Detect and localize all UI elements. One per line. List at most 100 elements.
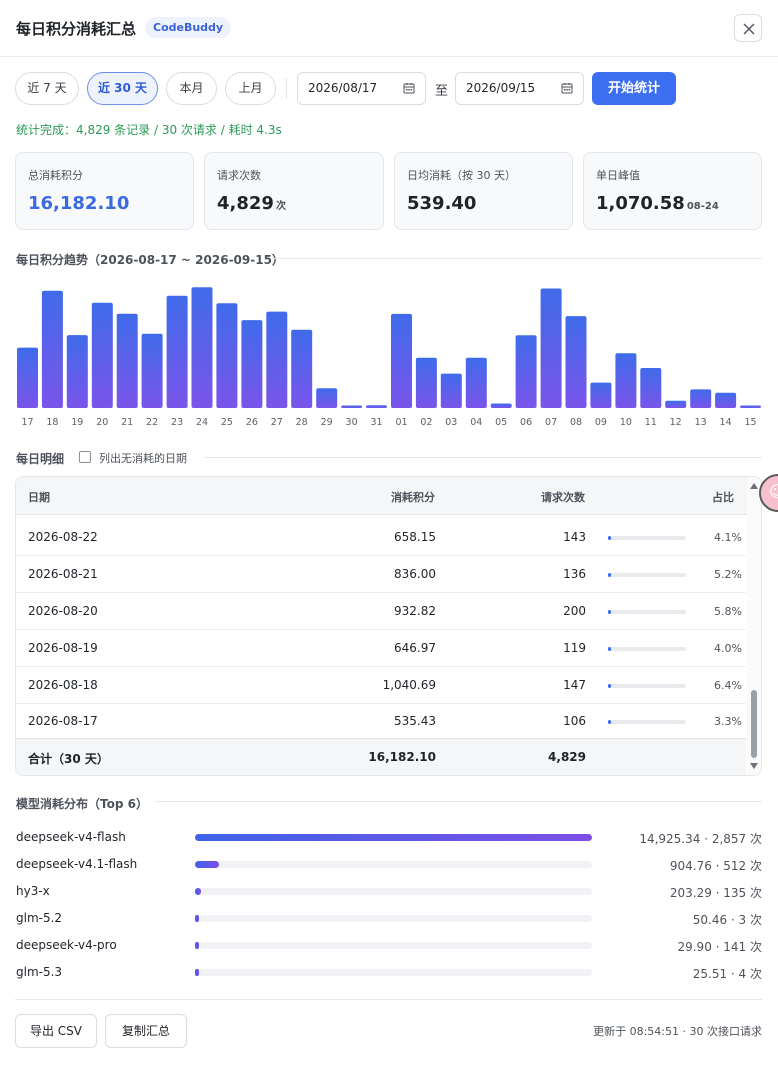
daily-detail-table[interactable]: 日期 消耗积分 请求次数 占比 2026-08-22 658.15 143 4.… bbox=[15, 476, 762, 776]
calendar-icon[interactable] bbox=[403, 82, 415, 94]
copy-summary-button[interactable]: 复制汇总 bbox=[105, 1014, 187, 1048]
cell-requests: 106 bbox=[563, 714, 586, 728]
x-tick-label: 30 bbox=[346, 417, 358, 428]
bar-27[interactable] bbox=[266, 311, 288, 408]
x-tick-label: 21 bbox=[121, 417, 133, 428]
bar-08[interactable] bbox=[565, 316, 587, 408]
table-scrollbar[interactable] bbox=[747, 477, 761, 775]
stat-label: 请求次数 bbox=[217, 169, 261, 182]
calendar-icon[interactable] bbox=[561, 82, 573, 94]
cell-requests: 200 bbox=[563, 604, 586, 618]
bar-24[interactable] bbox=[191, 287, 213, 408]
x-tick-label: 11 bbox=[645, 417, 657, 428]
share-bar-fill bbox=[608, 647, 611, 651]
x-tick-label: 31 bbox=[370, 417, 382, 428]
x-tick-label: 24 bbox=[196, 417, 208, 428]
table-row[interactable]: 2026-08-18 1,040.69 147 6.4% bbox=[16, 667, 746, 704]
x-tick-label: 17 bbox=[21, 417, 33, 428]
x-tick-label: 07 bbox=[545, 417, 557, 428]
bar-21[interactable] bbox=[116, 313, 138, 408]
column-header-date[interactable]: 日期 bbox=[28, 491, 50, 504]
model-name: glm-5.3 bbox=[16, 965, 63, 979]
cell-credits: 932.82 bbox=[394, 604, 436, 618]
stat-card-daily-average: 日均消耗（按 30 天） 539.40 bbox=[394, 152, 573, 230]
bar-14[interactable] bbox=[715, 392, 737, 408]
column-header-share[interactable]: 占比 bbox=[712, 491, 734, 504]
bar-30[interactable] bbox=[341, 405, 363, 409]
scrollbar-thumb[interactable] bbox=[751, 690, 757, 758]
bar-19[interactable] bbox=[66, 335, 88, 408]
stat-value: 1,070.58 08-24 bbox=[596, 193, 719, 214]
stat-label: 单日峰值 bbox=[596, 169, 640, 182]
table-row[interactable]: 2026-08-17 535.43 106 3.3% bbox=[16, 703, 746, 740]
model-usage-bar-fill bbox=[195, 915, 199, 922]
bar-13[interactable] bbox=[690, 389, 712, 408]
start-date-value: 2026/08/17 bbox=[308, 81, 378, 95]
table-row[interactable]: 2026-08-20 932.82 200 5.8% bbox=[16, 593, 746, 630]
bar-01[interactable] bbox=[391, 313, 412, 408]
x-tick-label: 22 bbox=[146, 417, 158, 428]
bar-04[interactable] bbox=[465, 357, 487, 408]
bar-02[interactable] bbox=[415, 357, 437, 408]
show-empty-days-label[interactable]: 列出无消耗的日期 bbox=[99, 452, 187, 465]
model-row: deepseek-v4-pro 29.90 · 141 次 bbox=[16, 936, 762, 956]
model-name: deepseek-v4.1-flash bbox=[16, 857, 138, 871]
start-stats-button[interactable]: 开始统计 bbox=[592, 72, 676, 105]
stat-number: 4,829 bbox=[217, 193, 274, 214]
table-row[interactable]: 2026-08-21 836.00 136 5.2% bbox=[16, 556, 746, 593]
bar-11[interactable] bbox=[640, 368, 662, 408]
bar-31[interactable] bbox=[366, 405, 387, 408]
scroll-up-arrow-icon[interactable] bbox=[750, 483, 758, 489]
share-bar bbox=[608, 647, 686, 651]
model-name: deepseek-v4-pro bbox=[16, 938, 117, 952]
scroll-down-arrow-icon[interactable] bbox=[750, 763, 758, 769]
table-header: 日期 消耗积分 请求次数 占比 bbox=[16, 477, 761, 515]
bar-07[interactable] bbox=[540, 288, 562, 409]
range-this-month-button[interactable]: 本月 bbox=[166, 72, 217, 105]
bar-09[interactable] bbox=[590, 382, 612, 408]
export-csv-button[interactable]: 导出 CSV bbox=[15, 1014, 97, 1048]
range-30-days-button[interactable]: 近 30 天 bbox=[87, 72, 158, 105]
stat-card-total: 总消耗积分 16,182.10 bbox=[15, 152, 194, 230]
end-date-input[interactable]: 2026/09/15 bbox=[455, 72, 584, 105]
date-range-separator: 至 bbox=[435, 84, 449, 99]
start-date-input[interactable]: 2026/08/17 bbox=[297, 72, 426, 105]
bar-28[interactable] bbox=[291, 329, 313, 408]
bar-26[interactable] bbox=[241, 320, 263, 408]
model-usage-bar-fill bbox=[195, 969, 199, 976]
bar-17[interactable] bbox=[17, 347, 38, 408]
range-last-month-button[interactable]: 上月 bbox=[225, 72, 276, 105]
bar-10[interactable] bbox=[615, 353, 637, 408]
column-header-credits[interactable]: 消耗积分 bbox=[391, 491, 435, 504]
bar-20[interactable] bbox=[91, 302, 113, 408]
bar-12[interactable] bbox=[665, 400, 687, 408]
bar-25[interactable] bbox=[216, 303, 238, 408]
cell-credits: 658.15 bbox=[394, 530, 436, 544]
bar-06[interactable] bbox=[515, 335, 537, 408]
bar-22[interactable] bbox=[141, 333, 163, 408]
close-button[interactable] bbox=[734, 14, 762, 42]
x-tick-label: 10 bbox=[620, 417, 632, 428]
section-divider bbox=[204, 457, 762, 458]
bar-23[interactable] bbox=[166, 295, 188, 408]
dialog-title: 每日积分消耗汇总 bbox=[16, 20, 137, 38]
column-header-requests[interactable]: 请求次数 bbox=[541, 491, 585, 504]
x-tick-label: 23 bbox=[171, 417, 183, 428]
bar-03[interactable] bbox=[440, 373, 462, 408]
show-empty-days-checkbox[interactable] bbox=[79, 451, 91, 463]
cell-date: 2026-08-18 bbox=[28, 678, 98, 692]
range-7-days-button[interactable]: 近 7 天 bbox=[15, 72, 79, 105]
cell-share: 6.4% bbox=[714, 679, 742, 692]
model-usage-value: 29.90 · 141 次 bbox=[677, 940, 762, 954]
stat-number: 1,070.58 bbox=[596, 193, 685, 214]
bar-05[interactable] bbox=[490, 403, 512, 409]
table-row[interactable]: 2026-08-22 658.15 143 4.1% bbox=[16, 519, 746, 556]
bar-29[interactable] bbox=[316, 388, 338, 408]
dialog-header: 每日积分消耗汇总 CodeBuddy bbox=[0, 0, 778, 57]
bar-15[interactable] bbox=[740, 405, 761, 409]
bar-18[interactable] bbox=[41, 290, 63, 408]
table-row[interactable]: 2026-08-19 646.97 119 4.0% bbox=[16, 630, 746, 667]
total-requests: 4,829 bbox=[548, 750, 586, 764]
x-tick-label: 26 bbox=[246, 417, 258, 428]
x-tick-label: 28 bbox=[296, 417, 308, 428]
